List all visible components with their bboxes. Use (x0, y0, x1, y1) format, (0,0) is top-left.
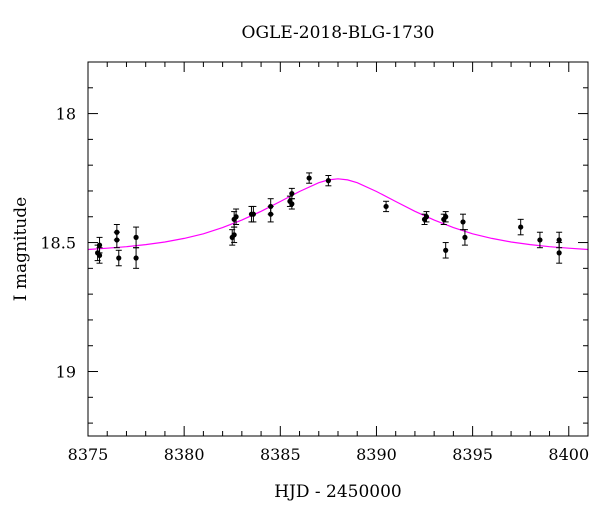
data-point (289, 190, 295, 197)
data-points-layer (94, 172, 563, 269)
data-point (250, 211, 256, 217)
data-point (460, 219, 466, 225)
data-point (383, 203, 389, 210)
chart-title: OGLE-2018-BLG-1730 (242, 23, 435, 43)
y-tick-label: 19 (56, 363, 76, 382)
y-axis-label: I magnitude (11, 197, 31, 301)
data-point (325, 178, 331, 184)
data-point (116, 255, 122, 261)
data-point (268, 203, 274, 210)
data-point (556, 250, 562, 256)
data-point (233, 214, 239, 220)
data-point (556, 237, 562, 243)
data-point (96, 252, 103, 259)
x-tick-label: 8390 (356, 445, 397, 464)
y-tick-label: 18 (56, 105, 76, 124)
x-tick-label: 8395 (452, 445, 493, 464)
data-point (289, 201, 295, 207)
data-point (114, 237, 120, 243)
model-curve (87, 178, 589, 251)
data-point (231, 232, 237, 238)
x-axis-label: HJD - 2450000 (274, 482, 402, 502)
data-point (462, 234, 468, 240)
plot-frame (87, 61, 589, 437)
data-point (443, 247, 449, 253)
model-curve-layer (87, 178, 589, 251)
data-point (96, 242, 103, 248)
x-tick-label: 8400 (548, 445, 589, 464)
data-point (423, 214, 430, 220)
data-point (443, 214, 449, 220)
data-point (518, 224, 524, 230)
axis-ticks-layer: 8375 8380 8385 8390 8395 8400 18 18.5 19 (40, 61, 589, 464)
x-tick-label: 8380 (164, 445, 205, 464)
data-point (133, 255, 139, 261)
data-point (306, 175, 312, 181)
x-tick-label: 8385 (260, 445, 301, 464)
x-tick-label: 8375 (68, 445, 109, 464)
y-tick-label: 18.5 (40, 234, 76, 253)
data-point (133, 234, 139, 240)
data-point (537, 237, 543, 243)
